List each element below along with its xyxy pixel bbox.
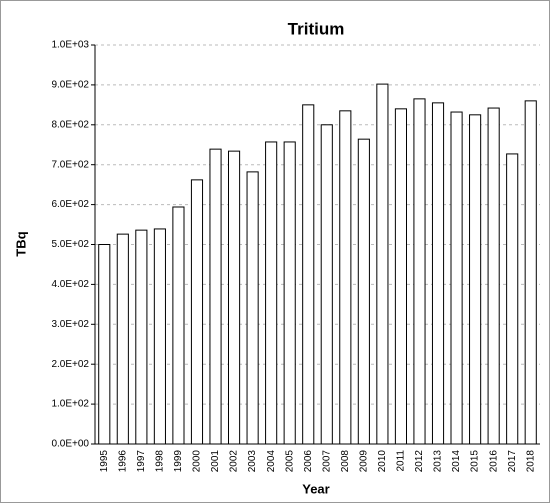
x-tick-label: 1997 xyxy=(136,450,147,473)
x-tick-label: 2017 xyxy=(507,450,518,473)
bar xyxy=(116,233,129,445)
y-tick-label: 1.0E+03 xyxy=(51,40,89,51)
x-axis-label: Year xyxy=(302,481,329,496)
x-tick-label: 2010 xyxy=(377,450,388,473)
y-tick-label: 5.0E+02 xyxy=(51,239,89,250)
y-tick-label: 0.0E+00 xyxy=(51,439,89,450)
bar xyxy=(172,206,185,445)
x-tick-label: 1995 xyxy=(99,450,110,473)
bar xyxy=(431,102,445,445)
y-tick-label: 7.0E+02 xyxy=(51,159,89,170)
bar xyxy=(524,100,537,445)
y-tick-label: 6.0E+02 xyxy=(51,199,89,210)
x-tick-label: 1998 xyxy=(155,450,166,473)
x-tick-label: 1996 xyxy=(117,450,128,473)
x-tick-label: 2004 xyxy=(266,450,277,473)
bar xyxy=(209,148,222,445)
bar xyxy=(487,107,500,445)
bar xyxy=(283,141,296,445)
x-tick-label: 2018 xyxy=(525,450,536,473)
x-tick-label: 2012 xyxy=(414,450,425,473)
y-tick-label: 2.0E+02 xyxy=(51,359,89,370)
x-tick-label: 2016 xyxy=(488,450,499,473)
bar xyxy=(357,138,370,445)
bar xyxy=(394,108,407,445)
bar xyxy=(320,124,333,445)
x-tick-label: 2011 xyxy=(396,450,407,472)
bar xyxy=(228,150,241,445)
x-tick-label: 2007 xyxy=(321,450,332,473)
x-tick-label: 2015 xyxy=(470,450,481,473)
bar xyxy=(135,229,148,445)
y-tick-label: 9.0E+02 xyxy=(51,80,89,91)
bar xyxy=(376,83,389,445)
x-tick-label: 2002 xyxy=(229,450,240,473)
bar xyxy=(339,110,352,445)
x-tick-label: 2001 xyxy=(210,450,221,473)
x-tick-label: 2008 xyxy=(340,450,351,473)
y-tick-label: 1.0E+02 xyxy=(51,399,89,410)
x-tick-label: 2005 xyxy=(284,450,295,473)
chart-title: Tritium xyxy=(288,19,345,38)
bar xyxy=(469,114,482,445)
bar xyxy=(246,171,259,445)
x-tick-label: 2013 xyxy=(433,450,444,473)
bar xyxy=(98,244,111,445)
bar xyxy=(450,111,463,445)
bar xyxy=(265,141,278,445)
y-axis-label: TBq xyxy=(13,231,28,256)
y-tick-label: 8.0E+02 xyxy=(51,119,89,130)
x-tick-label: 2006 xyxy=(303,450,314,473)
x-tick-label: 2014 xyxy=(451,450,462,473)
bar xyxy=(153,228,166,445)
bar xyxy=(190,179,204,445)
bar xyxy=(413,98,426,445)
bar xyxy=(506,153,519,445)
x-tick-label: 2009 xyxy=(358,450,369,473)
bar xyxy=(302,104,315,445)
x-tick-label: 2000 xyxy=(192,450,203,473)
x-tick-label: 2003 xyxy=(247,450,258,473)
x-tick-label: 1999 xyxy=(173,450,184,473)
y-tick-label: 3.0E+02 xyxy=(51,319,89,330)
y-tick-label: 4.0E+02 xyxy=(51,279,89,290)
